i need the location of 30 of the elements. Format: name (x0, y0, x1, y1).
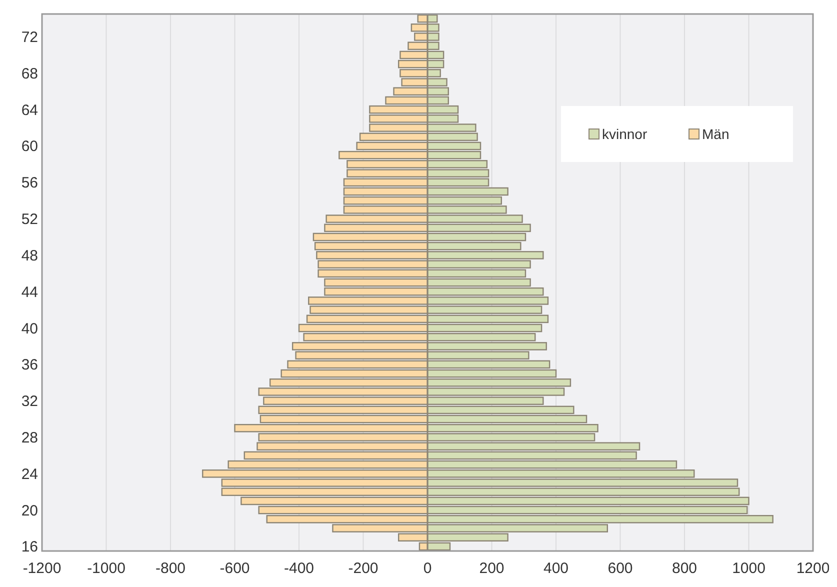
y-tick-label: 68 (21, 65, 38, 82)
legend-label: Män (702, 126, 730, 142)
y-tick-label: 48 (21, 247, 38, 264)
x-tick-label: 200 (479, 560, 504, 577)
y-tick-label: 28 (21, 429, 38, 446)
y-tick-label: 32 (21, 393, 38, 410)
x-tick-label: -600 (220, 560, 250, 577)
y-tick-label: 52 (21, 211, 38, 228)
x-tick-label: -1000 (87, 560, 126, 577)
y-tick-label: 36 (21, 356, 38, 374)
x-tick-label: -1200 (22, 560, 62, 577)
x-tick-label: -400 (284, 560, 314, 577)
y-tick-label: 20 (21, 502, 38, 520)
x-tick-label: 800 (672, 560, 698, 577)
y-tick-label: 72 (21, 29, 38, 46)
y-tick-label: 44 (21, 284, 38, 301)
x-tick-label: 0 (423, 560, 432, 577)
x-tick-label: 600 (608, 560, 633, 577)
y-tick-label: 16 (21, 538, 38, 556)
y-tick-label: 60 (21, 138, 38, 156)
x-tick-label: 1000 (732, 560, 766, 577)
legend-label: kvinnor (602, 126, 648, 142)
x-tick-label: 400 (543, 560, 569, 577)
y-tick-label: 64 (21, 102, 38, 119)
x-tick-label: -200 (348, 560, 378, 577)
y-tick-label: 56 (21, 174, 38, 192)
x-tick-label: 1200 (796, 560, 830, 577)
y-tick-label: 40 (21, 320, 38, 338)
x-tick-label: -800 (155, 560, 186, 577)
y-tick-label: 24 (21, 466, 38, 483)
